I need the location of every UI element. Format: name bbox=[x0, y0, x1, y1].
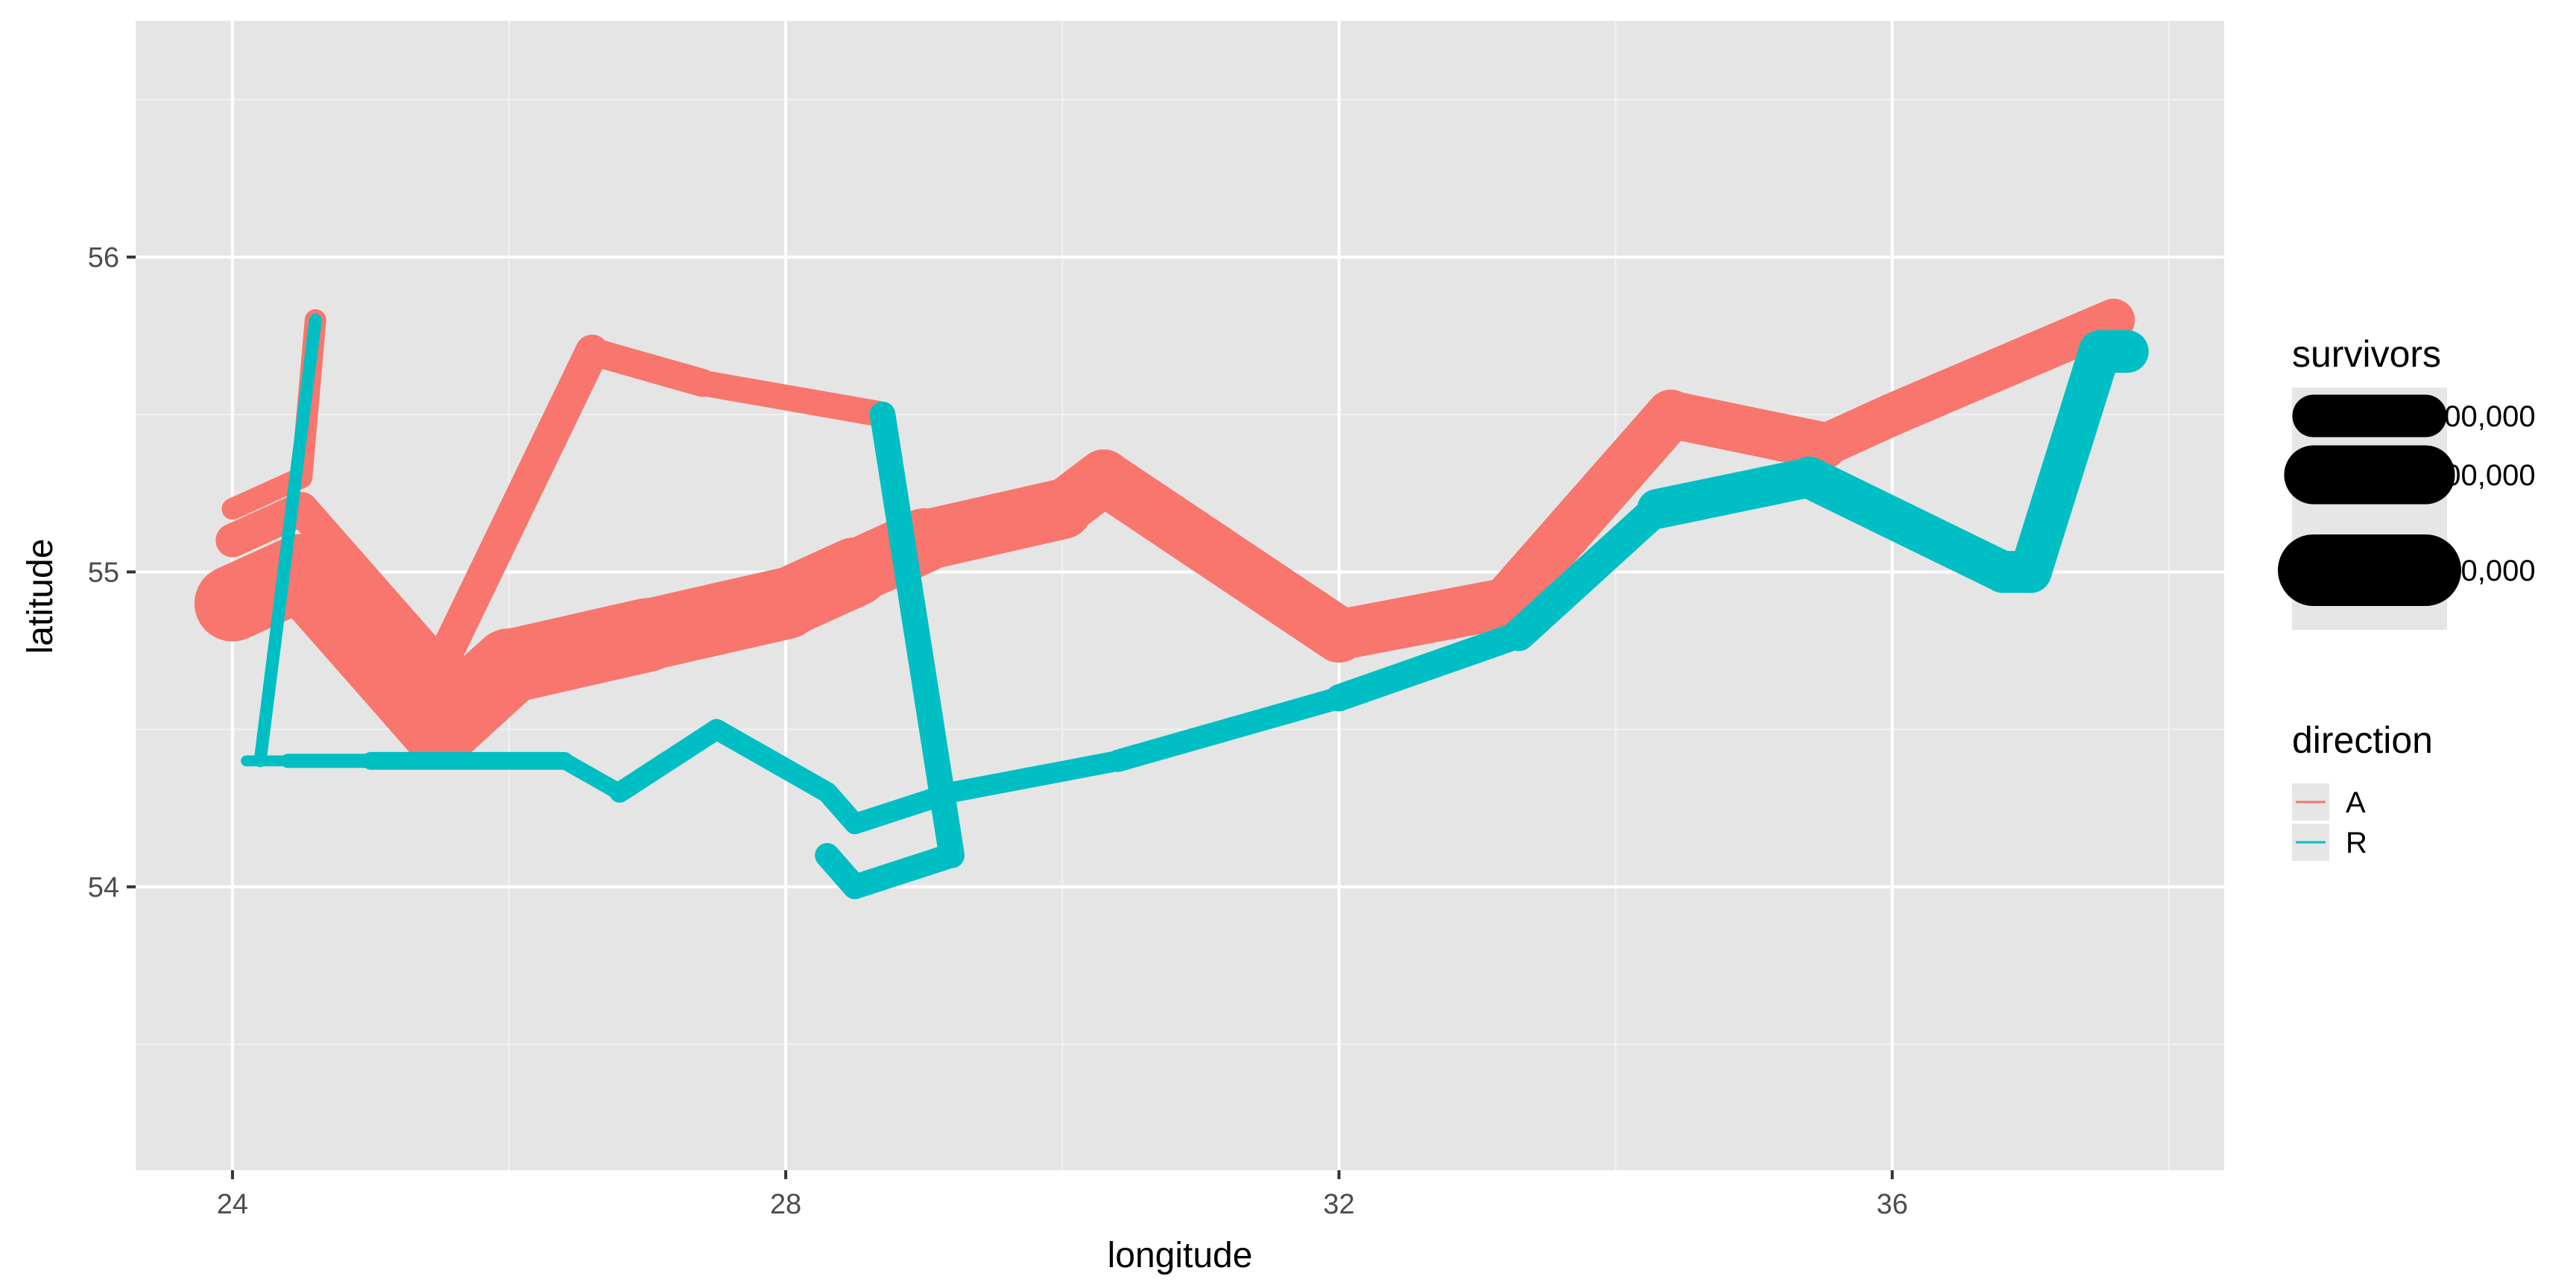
path-segment-R bbox=[1106, 686, 1351, 772]
path-segment-A bbox=[1480, 389, 1696, 628]
path-segment-R bbox=[1325, 621, 1532, 712]
path-segment-R bbox=[941, 750, 1128, 803]
size-legend: survivors 100,000 200,000 300,000 bbox=[2278, 333, 2536, 630]
size-legend-label: 100,000 bbox=[2428, 400, 2536, 433]
path-segment-R bbox=[1637, 457, 1830, 529]
path-segment-A bbox=[1076, 449, 1367, 663]
path-segment-R bbox=[1502, 493, 1673, 651]
path-segment-R bbox=[869, 401, 965, 868]
path-segment-A bbox=[1871, 298, 2135, 436]
path-segment-R bbox=[1788, 456, 2024, 593]
x-tick-label: 28 bbox=[770, 1189, 801, 1220]
y-axis-title: latitude bbox=[21, 539, 60, 654]
series-R-1 bbox=[241, 330, 2149, 835]
path-segment-R bbox=[706, 719, 838, 803]
y-tick-label: 56 bbox=[88, 242, 119, 274]
color-legend-title: direction bbox=[2292, 719, 2433, 761]
color-legend: direction AR bbox=[2292, 719, 2433, 861]
size-legend-keys: 100,000 200,000 300,000 bbox=[2278, 394, 2536, 606]
series-R-3 bbox=[815, 401, 965, 900]
path-segment-R bbox=[253, 313, 322, 768]
size-legend-label: 200,000 bbox=[2428, 459, 2536, 492]
path-segment-A bbox=[423, 335, 609, 684]
x-tick-label: 24 bbox=[217, 1189, 248, 1220]
path-segment-R bbox=[842, 842, 965, 900]
path-segment-R bbox=[556, 752, 628, 801]
x-tick-label: 36 bbox=[1877, 1189, 1908, 1220]
path-segment-A bbox=[578, 337, 717, 397]
path-segment-A bbox=[1647, 391, 1847, 470]
size-legend-title: survivors bbox=[2292, 333, 2441, 375]
path-segment-A bbox=[1313, 578, 1531, 660]
series-layer bbox=[194, 298, 2149, 900]
x-axis-title: longitude bbox=[1108, 1236, 1253, 1275]
plot-panel bbox=[136, 21, 2224, 1170]
color-legend-label: A bbox=[2346, 786, 2366, 819]
y-tick-label: 55 bbox=[88, 557, 119, 588]
series-A-2 bbox=[215, 335, 896, 684]
path-segment-A bbox=[285, 492, 457, 684]
axis-ticks bbox=[127, 255, 1894, 1179]
path-segment-A bbox=[689, 370, 896, 428]
series-R-5 bbox=[253, 313, 322, 768]
color-legend-label: R bbox=[2346, 827, 2367, 859]
y-tick-label: 54 bbox=[88, 872, 119, 903]
x-tick-label: 32 bbox=[1323, 1189, 1354, 1220]
path-segment-R bbox=[2009, 330, 2121, 593]
path-segment-R bbox=[609, 719, 727, 803]
size-legend-label: 300,000 bbox=[2428, 555, 2536, 587]
axis-tick-labels: 24 28 32 36 54 55 56 bbox=[88, 242, 1908, 1220]
path-segment-R bbox=[815, 842, 868, 900]
color-legend-keys: AR bbox=[2292, 783, 2367, 861]
